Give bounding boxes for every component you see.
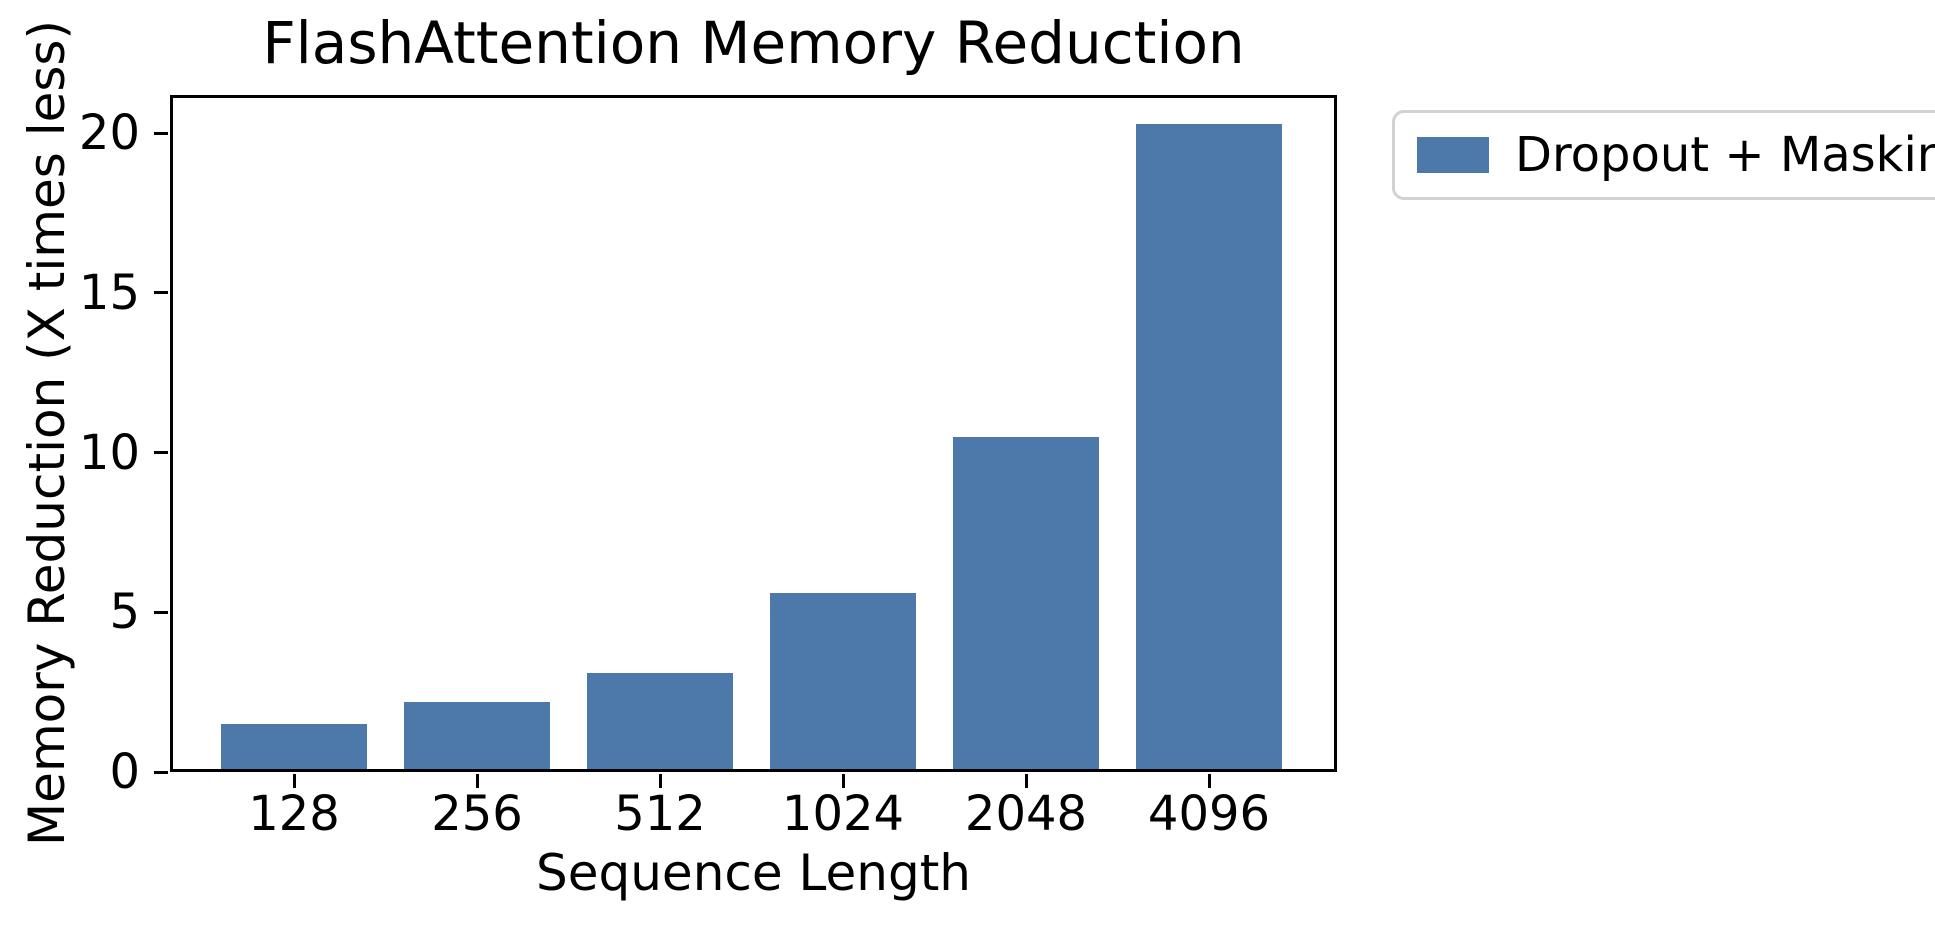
- x-tick-label: 4096: [1147, 786, 1271, 842]
- bar-4096: [1136, 123, 1282, 772]
- legend-swatch: [1417, 137, 1489, 173]
- x-tick-mark: [841, 774, 845, 788]
- y-tick-mark: [154, 451, 168, 455]
- x-tick-label: 512: [614, 786, 706, 842]
- bar-1024: [770, 593, 916, 772]
- y-tick-mark: [154, 770, 168, 774]
- x-tick-label: 128: [248, 786, 340, 842]
- chart-title: FlashAttention Memory Reduction: [262, 9, 1245, 77]
- y-tick-label: 5: [109, 584, 140, 641]
- y-tick-label: 10: [78, 424, 140, 481]
- x-tick-mark: [1207, 774, 1211, 788]
- x-tick-label: 2048: [964, 786, 1088, 842]
- legend-label: Dropout + Masking: [1515, 127, 1935, 183]
- x-axis-label: Sequence Length: [536, 844, 971, 902]
- y-tick-label: 15: [78, 264, 140, 321]
- y-tick-label: 0: [109, 744, 140, 800]
- bar-512: [587, 673, 733, 772]
- bar-256: [404, 701, 550, 772]
- y-tick-label: 20: [78, 105, 140, 162]
- legend: Dropout + Masking: [1392, 110, 1935, 200]
- y-tick-mark: [154, 610, 168, 614]
- x-tick-mark: [658, 774, 662, 788]
- bar-128: [221, 724, 367, 772]
- x-tick-mark: [1024, 774, 1028, 788]
- x-tick-mark: [292, 774, 296, 788]
- y-tick-mark: [154, 131, 168, 135]
- plot-area: 128 256 512 1024 2048 4096 0 5 10 15 20: [79, 95, 1337, 838]
- x-tick-mark: [475, 774, 479, 788]
- y-tick-mark: [154, 291, 168, 295]
- x-tick-label: 1024: [781, 786, 905, 842]
- bar-2048: [953, 436, 1099, 772]
- x-tick-label: 256: [431, 786, 523, 842]
